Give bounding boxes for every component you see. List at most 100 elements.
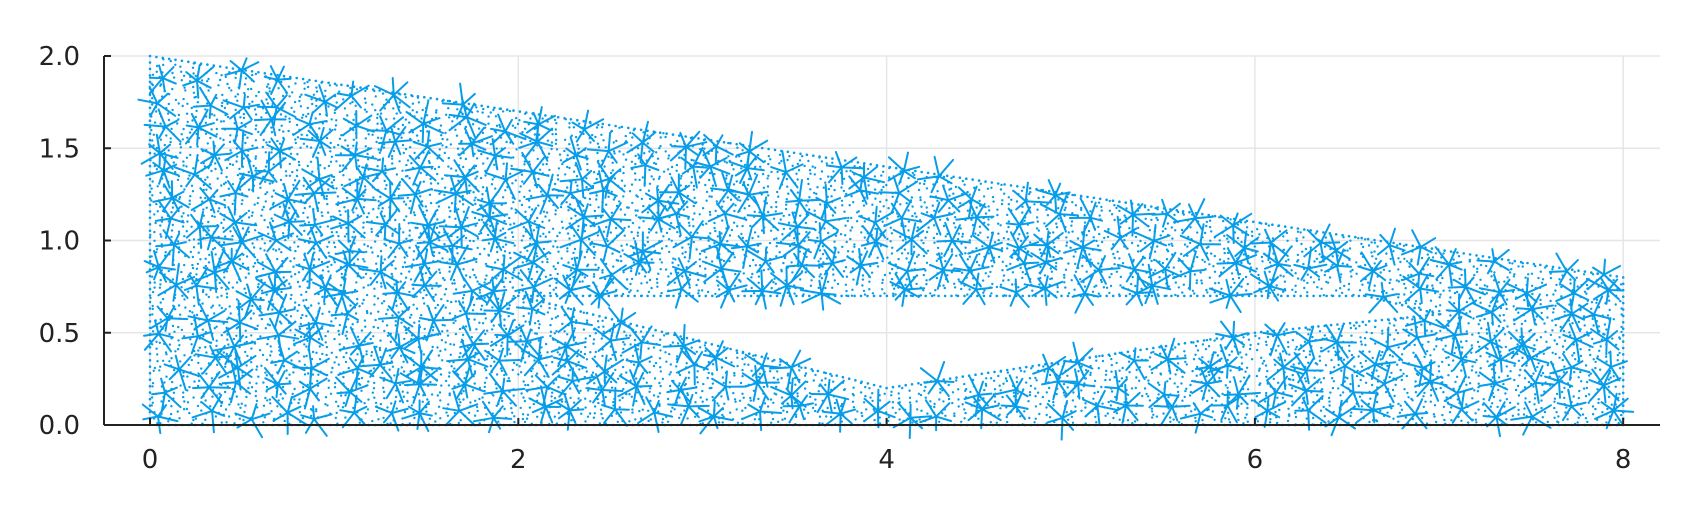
mesh-point bbox=[244, 141, 247, 145]
mesh-point bbox=[191, 263, 194, 267]
mesh-point bbox=[620, 179, 624, 182]
mesh-point bbox=[1609, 274, 1612, 277]
mesh-point bbox=[295, 123, 299, 127]
mesh-point bbox=[436, 394, 439, 397]
mesh-point bbox=[446, 99, 450, 103]
mesh-point bbox=[150, 199, 153, 202]
mesh-point bbox=[652, 178, 655, 181]
mesh-point bbox=[290, 235, 293, 238]
mesh-point bbox=[185, 230, 188, 233]
mesh-point bbox=[465, 274, 468, 277]
mesh-point bbox=[613, 196, 617, 199]
mesh-point bbox=[692, 159, 695, 162]
mesh-point bbox=[306, 372, 310, 375]
mesh-point bbox=[526, 383, 530, 387]
mesh-point bbox=[774, 201, 778, 204]
mesh-point bbox=[333, 261, 336, 264]
mesh-point bbox=[325, 197, 328, 201]
mesh-point bbox=[438, 271, 442, 274]
mesh-point bbox=[629, 131, 632, 135]
mesh-point bbox=[283, 308, 287, 311]
mesh-point bbox=[611, 169, 614, 172]
mesh-point bbox=[623, 226, 626, 230]
mesh-point bbox=[351, 371, 355, 374]
mesh-point bbox=[1005, 368, 1009, 372]
mesh-point bbox=[240, 308, 244, 311]
mesh-point bbox=[734, 204, 737, 207]
mesh-point bbox=[364, 137, 367, 140]
mesh-point bbox=[965, 177, 968, 180]
mesh-point bbox=[556, 178, 560, 181]
mesh-point bbox=[570, 257, 574, 260]
mesh-point bbox=[193, 209, 196, 213]
mesh-point bbox=[152, 369, 155, 372]
mesh-point bbox=[669, 222, 673, 225]
mesh-point bbox=[692, 225, 695, 228]
mesh-point bbox=[412, 250, 416, 253]
mesh-point bbox=[1621, 372, 1625, 376]
mesh-point bbox=[684, 382, 687, 386]
mesh-point bbox=[476, 237, 480, 240]
mesh-point bbox=[209, 405, 212, 408]
mesh-point bbox=[233, 422, 236, 425]
mesh-point bbox=[288, 174, 292, 177]
mesh-point bbox=[148, 378, 152, 382]
mesh-point bbox=[265, 385, 269, 389]
mesh-point bbox=[445, 411, 448, 414]
mesh-point bbox=[364, 272, 368, 276]
mesh-point bbox=[479, 176, 483, 180]
mesh-point bbox=[522, 396, 525, 399]
mesh-point bbox=[462, 398, 465, 401]
mesh-point bbox=[856, 161, 860, 164]
mesh-point bbox=[537, 326, 541, 330]
mesh-point bbox=[461, 147, 464, 150]
mesh-point bbox=[449, 353, 452, 356]
mesh-point bbox=[1152, 346, 1155, 350]
mesh-point bbox=[657, 395, 660, 398]
mesh-point bbox=[160, 400, 163, 403]
mesh-point bbox=[736, 351, 739, 355]
mesh-point bbox=[383, 179, 386, 183]
mesh-point bbox=[481, 322, 485, 325]
mesh-point bbox=[1621, 365, 1625, 369]
mesh-point bbox=[686, 393, 689, 397]
mesh-point bbox=[518, 110, 522, 113]
mesh-point bbox=[1050, 362, 1053, 365]
mesh-point bbox=[772, 281, 775, 284]
mesh-point bbox=[793, 401, 797, 405]
mesh-point bbox=[554, 132, 558, 136]
mesh-point bbox=[326, 225, 330, 228]
mesh-point bbox=[425, 114, 429, 117]
mesh-point bbox=[385, 98, 388, 101]
mesh-point bbox=[155, 251, 158, 254]
mesh-point bbox=[289, 297, 292, 300]
mesh-point bbox=[615, 139, 618, 143]
mesh-point bbox=[333, 146, 336, 149]
mesh-point bbox=[489, 224, 492, 228]
mesh-point bbox=[417, 393, 421, 396]
mesh-point bbox=[187, 60, 190, 64]
mesh-point bbox=[496, 258, 500, 262]
mesh-point bbox=[354, 189, 357, 192]
mesh-point bbox=[296, 309, 299, 312]
mesh-point bbox=[251, 211, 254, 214]
mesh-point bbox=[354, 104, 357, 108]
mesh-point bbox=[1570, 268, 1574, 272]
mesh-point bbox=[566, 154, 569, 157]
mesh-point bbox=[364, 145, 367, 148]
mesh-point bbox=[302, 142, 306, 145]
mesh-point bbox=[188, 174, 191, 177]
mesh-point bbox=[705, 222, 708, 225]
mesh-point bbox=[191, 190, 195, 193]
mesh-point bbox=[174, 170, 177, 174]
mesh-point bbox=[566, 186, 569, 189]
mesh-point bbox=[159, 83, 163, 86]
mesh-point bbox=[675, 355, 679, 358]
mesh-point bbox=[1008, 294, 1011, 298]
mesh-point bbox=[1175, 209, 1179, 212]
mesh-point bbox=[933, 172, 936, 176]
mesh-point bbox=[371, 391, 374, 394]
mesh-point bbox=[384, 187, 387, 190]
mesh-point bbox=[171, 206, 175, 209]
mesh-point bbox=[1177, 342, 1180, 346]
